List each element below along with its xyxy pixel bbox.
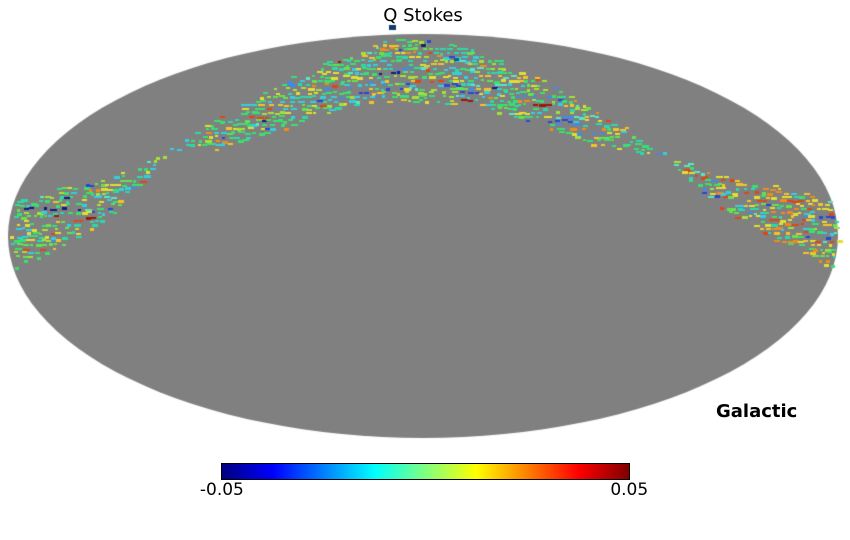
colorbar-min-label: -0.05 bbox=[199, 480, 244, 500]
colorbar bbox=[221, 463, 630, 480]
plot-title: Q Stokes bbox=[383, 5, 463, 26]
colorbar-max-label: 0.05 bbox=[610, 480, 649, 500]
coordinate-system-label: Galactic bbox=[716, 401, 798, 422]
